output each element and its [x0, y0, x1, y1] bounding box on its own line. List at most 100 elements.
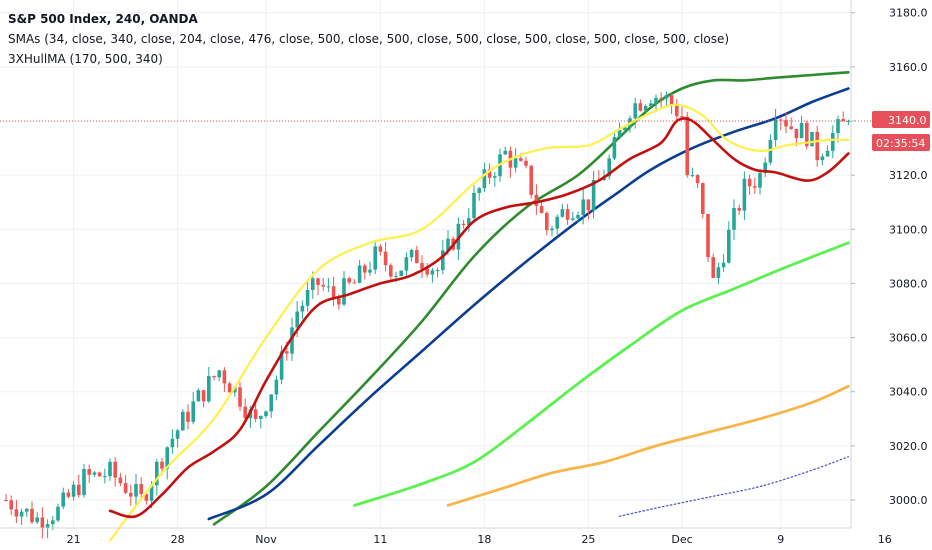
candle-body [66, 492, 71, 497]
candle-body [758, 172, 762, 188]
candle-body [534, 194, 539, 206]
candle-body [711, 257, 715, 278]
candle-body [560, 209, 565, 217]
candle-body [160, 461, 164, 469]
candle-body [300, 305, 305, 312]
ma-line-blue[interactable] [207, 87, 850, 521]
candle-body [753, 186, 757, 188]
legend-symbol[interactable]: S&P 500 Index, 240, OANDA [8, 12, 198, 26]
candle-body [503, 150, 507, 155]
candle-body [836, 119, 840, 133]
chart-legend: S&P 500 Index, 240, OANDA SMAs (34, clos… [8, 9, 729, 69]
candle-body [118, 477, 123, 484]
legend-hull[interactable]: 3XHullMA (170, 500, 340) [8, 52, 163, 66]
price-badge-value: 3140.0 [888, 114, 927, 127]
x-tick-label: 25 [581, 533, 595, 546]
candle-body [207, 376, 211, 402]
candle-body [435, 270, 440, 272]
candle-body [337, 298, 341, 305]
countdown-badge-value: 02:35:54 [876, 137, 925, 150]
y-tick-label: 3000.0 [889, 494, 928, 507]
candle-body [524, 160, 528, 166]
candle-body [519, 158, 523, 161]
candle-body [368, 269, 372, 273]
candle-body [477, 188, 481, 193]
candle-body [175, 430, 180, 439]
candle-body [581, 199, 585, 215]
ma-line-lime[interactable] [353, 241, 850, 507]
candle-body [103, 476, 107, 478]
moving-averages-front [108, 103, 850, 542]
countdown-badge-bg [872, 134, 930, 151]
candle-body [243, 406, 247, 419]
y-tick-label: 3100.0 [889, 223, 928, 236]
candle-body [643, 105, 648, 111]
candle-body [685, 116, 689, 176]
y-tick-label: 3120.0 [889, 169, 928, 182]
candle-body [820, 156, 825, 161]
candle-body [638, 103, 643, 111]
candle-body [784, 119, 788, 127]
candle-body [779, 119, 783, 121]
candle-body [701, 183, 705, 214]
candle-body [550, 228, 554, 231]
candle-body [695, 175, 700, 184]
candle-body [274, 379, 279, 395]
candle-body [446, 238, 450, 251]
candle-body [389, 265, 393, 277]
ma-line-orange[interactable] [446, 384, 850, 507]
candle-body [467, 218, 471, 225]
candle-body [654, 97, 658, 104]
legend-smas[interactable]: SMAs (34, close, 340, close, 204, close,… [8, 32, 730, 46]
ma-line-purple[interactable] [619, 456, 849, 517]
candle-body [87, 468, 91, 475]
candle-body [737, 208, 741, 211]
candle-body [149, 485, 154, 501]
candle-body [222, 370, 227, 384]
y-tick-label: 3160.0 [889, 61, 928, 74]
candle-body [285, 351, 289, 354]
y-tick-label: 3180.0 [889, 7, 928, 20]
candle-body [123, 483, 128, 493]
ma-line-dark-green[interactable] [212, 71, 850, 526]
candle-body [77, 484, 81, 496]
candle-body [92, 472, 97, 475]
moving-averages-back [207, 71, 850, 526]
candle-body [721, 262, 726, 268]
candle-body [493, 176, 497, 178]
candle-body [347, 278, 351, 283]
time-axis[interactable]: 21 28 Nov 11 18 25 Dec 9 16 [67, 533, 892, 546]
candle-body [201, 390, 206, 402]
candle-body [513, 158, 518, 168]
candle-body [555, 216, 559, 229]
y-tick-label: 3060.0 [889, 332, 928, 345]
candle-body [113, 461, 117, 478]
candle-body [305, 289, 310, 306]
candle-body [399, 270, 403, 276]
candle-body [165, 447, 169, 469]
last-price-badge: 3140.0 02:35:54 [872, 111, 930, 151]
candle-body [482, 169, 487, 189]
candle-body [129, 492, 133, 497]
candle-body [82, 468, 86, 496]
candle-body [9, 500, 13, 510]
candle-body [669, 95, 674, 106]
candle-body [4, 500, 8, 501]
x-tick-label: 21 [67, 533, 81, 546]
candle-body [290, 327, 294, 354]
candle-body [591, 180, 596, 211]
candles [4, 91, 851, 539]
candle-body [352, 282, 357, 284]
ma-line-yellow[interactable] [108, 103, 850, 542]
ma-line-red[interactable] [108, 117, 850, 519]
candle-body [186, 411, 190, 422]
candle-body [71, 484, 76, 497]
candle-body [378, 246, 383, 252]
candle-body [425, 268, 429, 275]
candle-body [19, 511, 24, 517]
candle-body [545, 212, 549, 231]
candle-body [108, 461, 112, 477]
candle-body [794, 128, 799, 139]
candle-body [144, 493, 149, 501]
